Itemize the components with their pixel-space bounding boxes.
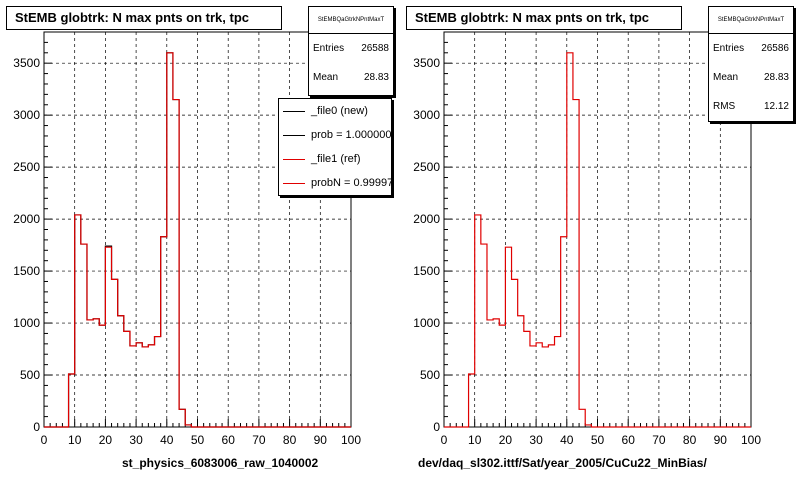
stats-mean-value-left: 28.83	[363, 72, 389, 83]
legend-swatch-ref	[283, 158, 305, 160]
legend-entry-probn: probN = 0.999972	[279, 171, 391, 195]
y-tick-label-left-5: 2500	[13, 160, 40, 174]
stats-rms-row-right: RMS 12.12	[709, 92, 793, 121]
x-tick-label-left-10: 100	[341, 433, 361, 447]
x-axis-caption-left: st_physics_6083006_raw_1040002	[122, 456, 319, 470]
x-tick-label-right-1: 10	[468, 433, 482, 447]
legend-entry-prob: prob = 1.000000	[279, 123, 391, 147]
chart-title-right: StEMB globtrk: N max pnts on trk, tpc	[406, 6, 682, 30]
legend-swatch-new	[283, 110, 305, 112]
y-tick-label-left-7: 3500	[13, 56, 40, 70]
legend-swatch-probn	[283, 182, 305, 184]
histogram-panel-right: 0 10 20 30 40 50 60 70 80 90 100 0 500 1000 1500 2000 25…	[400, 0, 800, 480]
x-tick-label-left-0: 0	[41, 433, 48, 447]
stats-mean-row-right: Mean 28.83	[709, 63, 793, 92]
histogram-panel-left: 0 10 20 30 40 50 60 70 80 90 100 0 500 1000 1500 2000 25…	[6, 6, 394, 470]
histogram-series-right-0	[444, 52, 751, 428]
x-tick-label-right-3: 30	[529, 433, 543, 447]
stats-name-left: StEMBQaGtrkNPntMaxT	[309, 7, 393, 34]
legend-label-new: _file0 (new)	[311, 105, 368, 117]
x-tick-label-right-9: 90	[714, 433, 728, 447]
stats-mean-label-left: Mean	[313, 72, 339, 83]
y-tick-label-right-6: 3000	[413, 108, 440, 122]
legend-entry-ref: _file1 (ref)	[279, 147, 391, 171]
y-tick-label-right-5: 2500	[413, 160, 440, 174]
legend-label-prob: prob = 1.000000	[311, 129, 392, 141]
stats-name-right: StEMBQaGtrkNPntMaxT	[709, 7, 793, 34]
x-tick-label-left-7: 70	[252, 433, 266, 447]
y-tick-label-right-1: 500	[420, 368, 440, 382]
plot-frame-right	[443, 31, 752, 428]
plot-frame-left	[43, 31, 352, 428]
y-tick-label-right-3: 1500	[413, 264, 440, 278]
stats-mean-row-left: Mean 28.83	[309, 63, 393, 92]
stats-rms-label-right: RMS	[713, 101, 736, 112]
x-tick-label-right-6: 60	[622, 433, 636, 447]
chart-title-left: StEMB globtrk: N max pnts on trk, tpc	[6, 6, 282, 30]
histogram-plot-left: 0 10 20 30 40 50 60 70 80 90 100050010001500200025…	[13, 31, 361, 447]
y-tick-label-right-7: 3500	[413, 56, 440, 70]
stats-entries-label-left: Entries	[313, 43, 345, 54]
legend-box-left: _file0 (new) prob = 1.000000 _file1 (ref…	[278, 98, 392, 196]
x-tick-label-right-7: 70	[652, 433, 666, 447]
x-tick-label-left-6: 60	[222, 433, 236, 447]
y-tick-label-left-4: 2000	[13, 212, 40, 226]
stats-entries-value-right: 26586	[761, 43, 789, 54]
y-tick-label-right-0: 0	[433, 420, 440, 434]
histogram-plot-right: 0 10 20 30 40 50 60 70 80 90 100050010001500200025…	[413, 31, 761, 447]
stats-box-right: StEMBQaGtrkNPntMaxT Entries 26586 Mean 2…	[708, 6, 794, 122]
y-tick-label-right-2: 1000	[413, 316, 440, 330]
x-tick-label-left-2: 20	[99, 433, 113, 447]
legend-entry-new: _file0 (new)	[279, 99, 391, 123]
x-tick-label-right-10: 100	[741, 433, 761, 447]
y-tick-label-right-4: 2000	[413, 212, 440, 226]
stats-mean-label-right: Mean	[713, 72, 739, 83]
x-tick-label-right-0: 0	[441, 433, 448, 447]
stats-entries-label-right: Entries	[713, 43, 745, 54]
stats-rms-value-right: 12.12	[763, 101, 789, 112]
stats-mean-value-right: 28.83	[763, 72, 789, 83]
y-tick-label-left-3: 1500	[13, 264, 40, 278]
x-tick-label-left-3: 30	[129, 433, 143, 447]
legend-label-ref: _file1 (ref)	[311, 153, 361, 165]
x-tick-label-left-8: 80	[283, 433, 297, 447]
y-tick-label-left-2: 1000	[13, 316, 40, 330]
x-tick-label-right-5: 50	[591, 433, 605, 447]
x-tick-label-right-4: 40	[560, 433, 574, 447]
y-tick-label-left-1: 500	[20, 368, 40, 382]
stats-entries-value-left: 26588	[361, 43, 389, 54]
legend-swatch-prob	[283, 134, 305, 136]
stats-box-left: StEMBQaGtrkNPntMaxT Entries 26588 Mean 2…	[308, 6, 394, 96]
legend-label-probn: probN = 0.999972	[311, 177, 392, 189]
stats-entries-row-right: Entries 26586	[709, 34, 793, 63]
x-tick-label-left-9: 90	[314, 433, 328, 447]
x-axis-caption-right: dev/daq_sl302.ittf/Sat/year_2005/CuCu22_…	[418, 456, 707, 470]
x-tick-label-right-8: 80	[683, 433, 697, 447]
stats-entries-row-left: Entries 26588	[309, 34, 393, 63]
histogram-series-left-1	[44, 52, 351, 428]
x-tick-label-left-4: 40	[160, 433, 174, 447]
x-tick-label-left-1: 10	[68, 433, 82, 447]
y-tick-label-left-6: 3000	[13, 108, 40, 122]
y-tick-label-left-0: 0	[33, 420, 40, 434]
x-tick-label-left-5: 50	[191, 433, 205, 447]
x-tick-label-right-2: 20	[499, 433, 513, 447]
